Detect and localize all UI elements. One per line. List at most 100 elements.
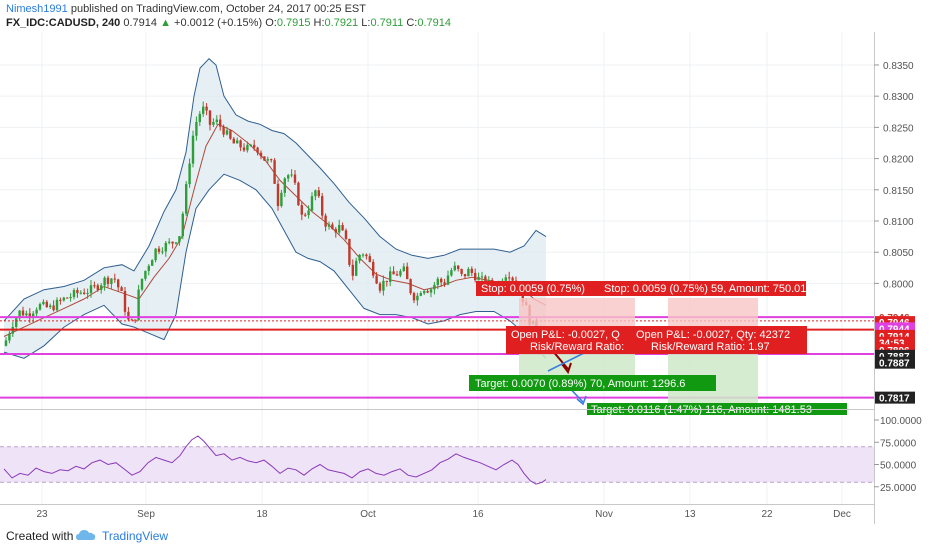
pnl-label-2: Open P&L: -0.0027, Qty: 42372 (636, 329, 790, 341)
candle-body (280, 192, 283, 206)
candle-body (205, 106, 208, 111)
candle-body (45, 301, 48, 308)
y-tick-label: 0.8350 (883, 61, 914, 72)
price-change: +0.0012 (+0.15%) (174, 17, 263, 29)
candle-body (147, 265, 150, 271)
price-label: 0.7817 (879, 394, 910, 405)
close-value: 0.7914 (417, 17, 451, 29)
candle-body (355, 260, 358, 276)
created-with-text: Created with (6, 529, 74, 543)
candle-body (113, 278, 116, 280)
candle-body (25, 313, 28, 316)
candle-body (351, 264, 354, 276)
candle-body (484, 276, 487, 286)
candle-body (21, 310, 25, 316)
candle-body (382, 280, 385, 291)
candle-body (348, 238, 351, 265)
position-tools[interactable]: Stop: 0.0059 (0.75%) Stop: 0.0059 (0.75%… (469, 281, 847, 416)
candle-body (32, 313, 35, 318)
candle-body (361, 254, 365, 256)
candle-body (443, 282, 446, 285)
candle-body (83, 292, 86, 295)
candle-body (463, 273, 467, 277)
moving-average-line (3, 123, 547, 337)
symbol-label[interactable]: FX_IDC:CADUSD, 240 (6, 17, 121, 29)
low-label: L: (361, 17, 371, 29)
candle-body (232, 138, 235, 144)
candle-body (8, 333, 11, 341)
tradingview-link[interactable]: TradingView (102, 529, 169, 543)
high-label: H: (313, 17, 325, 29)
candle-body (96, 285, 99, 290)
candle-body (168, 241, 171, 243)
price-label: 0.7887 (879, 359, 910, 370)
candle-body (409, 279, 412, 294)
time-axis[interactable]: 23 Sep 18 Oct 16 Nov 13 22 Dec (36, 509, 850, 520)
bollinger-upper-line (3, 58, 547, 322)
candle-body (511, 277, 514, 281)
price-axis[interactable]: 0.8350 0.8300 0.8250 0.8200 0.8150 0.8100 0.80… (874, 61, 914, 290)
pane-separator[interactable] (0, 409, 874, 410)
candle-body (508, 277, 511, 279)
candle-body (338, 225, 341, 233)
candle-body (157, 248, 161, 252)
candle-body (59, 299, 62, 301)
stop-label-2-box (599, 281, 806, 296)
low-value: 0.7911 (370, 17, 404, 29)
candle-body (470, 268, 473, 273)
rsi-axis[interactable]: 100.0000 75.0000 50.0000 25.0000 (874, 416, 922, 494)
tradingview-cloud-icon (76, 530, 96, 540)
x-tick-label: 22 (761, 509, 773, 520)
last-price: 0.7914 (123, 17, 158, 29)
x-tick-label: Sep (137, 509, 155, 520)
rr-label-1: Risk/Reward Ratio: (530, 341, 624, 353)
candle-body (79, 292, 82, 294)
pnl-label-1: Open P&L: -0.0027, Q (511, 329, 620, 341)
short-stop-zone (519, 298, 635, 328)
candle-body (195, 121, 198, 136)
candle-body (18, 310, 21, 319)
candle-body (259, 152, 263, 157)
candle-body (426, 290, 429, 293)
candle-body (293, 174, 297, 183)
candle-body (62, 297, 65, 301)
candle-body (100, 285, 103, 290)
candle-body (283, 178, 286, 193)
price-label-box (875, 356, 915, 369)
price-chart[interactable]: Stop: 0.0059 (0.75%) Stop: 0.0059 (0.75%… (0, 32, 932, 524)
candle-body (202, 106, 205, 114)
candle-body (120, 287, 123, 292)
y-tick-label: 0.8300 (883, 92, 914, 103)
candle-body (314, 190, 317, 197)
projection-arrowhead-icon (576, 395, 587, 406)
close-label: C: (406, 17, 418, 29)
publish-line: Nimesh1991 published on TradingView.com,… (6, 2, 451, 16)
candle-body (378, 283, 382, 291)
candle-body (38, 304, 42, 310)
candle-body (440, 278, 443, 283)
candle-body (188, 163, 191, 185)
candle-body (273, 160, 276, 184)
candle-body (191, 135, 195, 164)
candle-body (130, 319, 133, 321)
price-label-box (875, 391, 915, 404)
published-text: published on TradingView.com, October 24… (70, 3, 366, 15)
candle-body (178, 236, 181, 243)
candle-body (42, 301, 45, 305)
time-axis-border (0, 504, 874, 505)
author-link[interactable]: Nimesh1991 (6, 3, 68, 15)
candle-body (457, 265, 460, 269)
candle-body (185, 184, 188, 214)
price-labels: 0.79460.79460.79440.791434:530.78960.788… (875, 311, 915, 405)
candle-body (28, 313, 31, 318)
candle-body (395, 274, 399, 276)
candle-body (103, 277, 106, 286)
candle-body (433, 284, 436, 290)
candle-body (215, 119, 218, 122)
main-pane: Stop: 0.0059 (0.75%) Stop: 0.0059 (0.75%… (0, 58, 874, 416)
ohlc-line: FX_IDC:CADUSD, 240 0.7914 ▲ +0.0012 (+0.… (6, 16, 451, 30)
candle-body (477, 276, 480, 281)
y-tick-label: 0.8100 (883, 217, 914, 228)
open-value: 0.7915 (276, 17, 311, 29)
candle-body (161, 251, 164, 253)
